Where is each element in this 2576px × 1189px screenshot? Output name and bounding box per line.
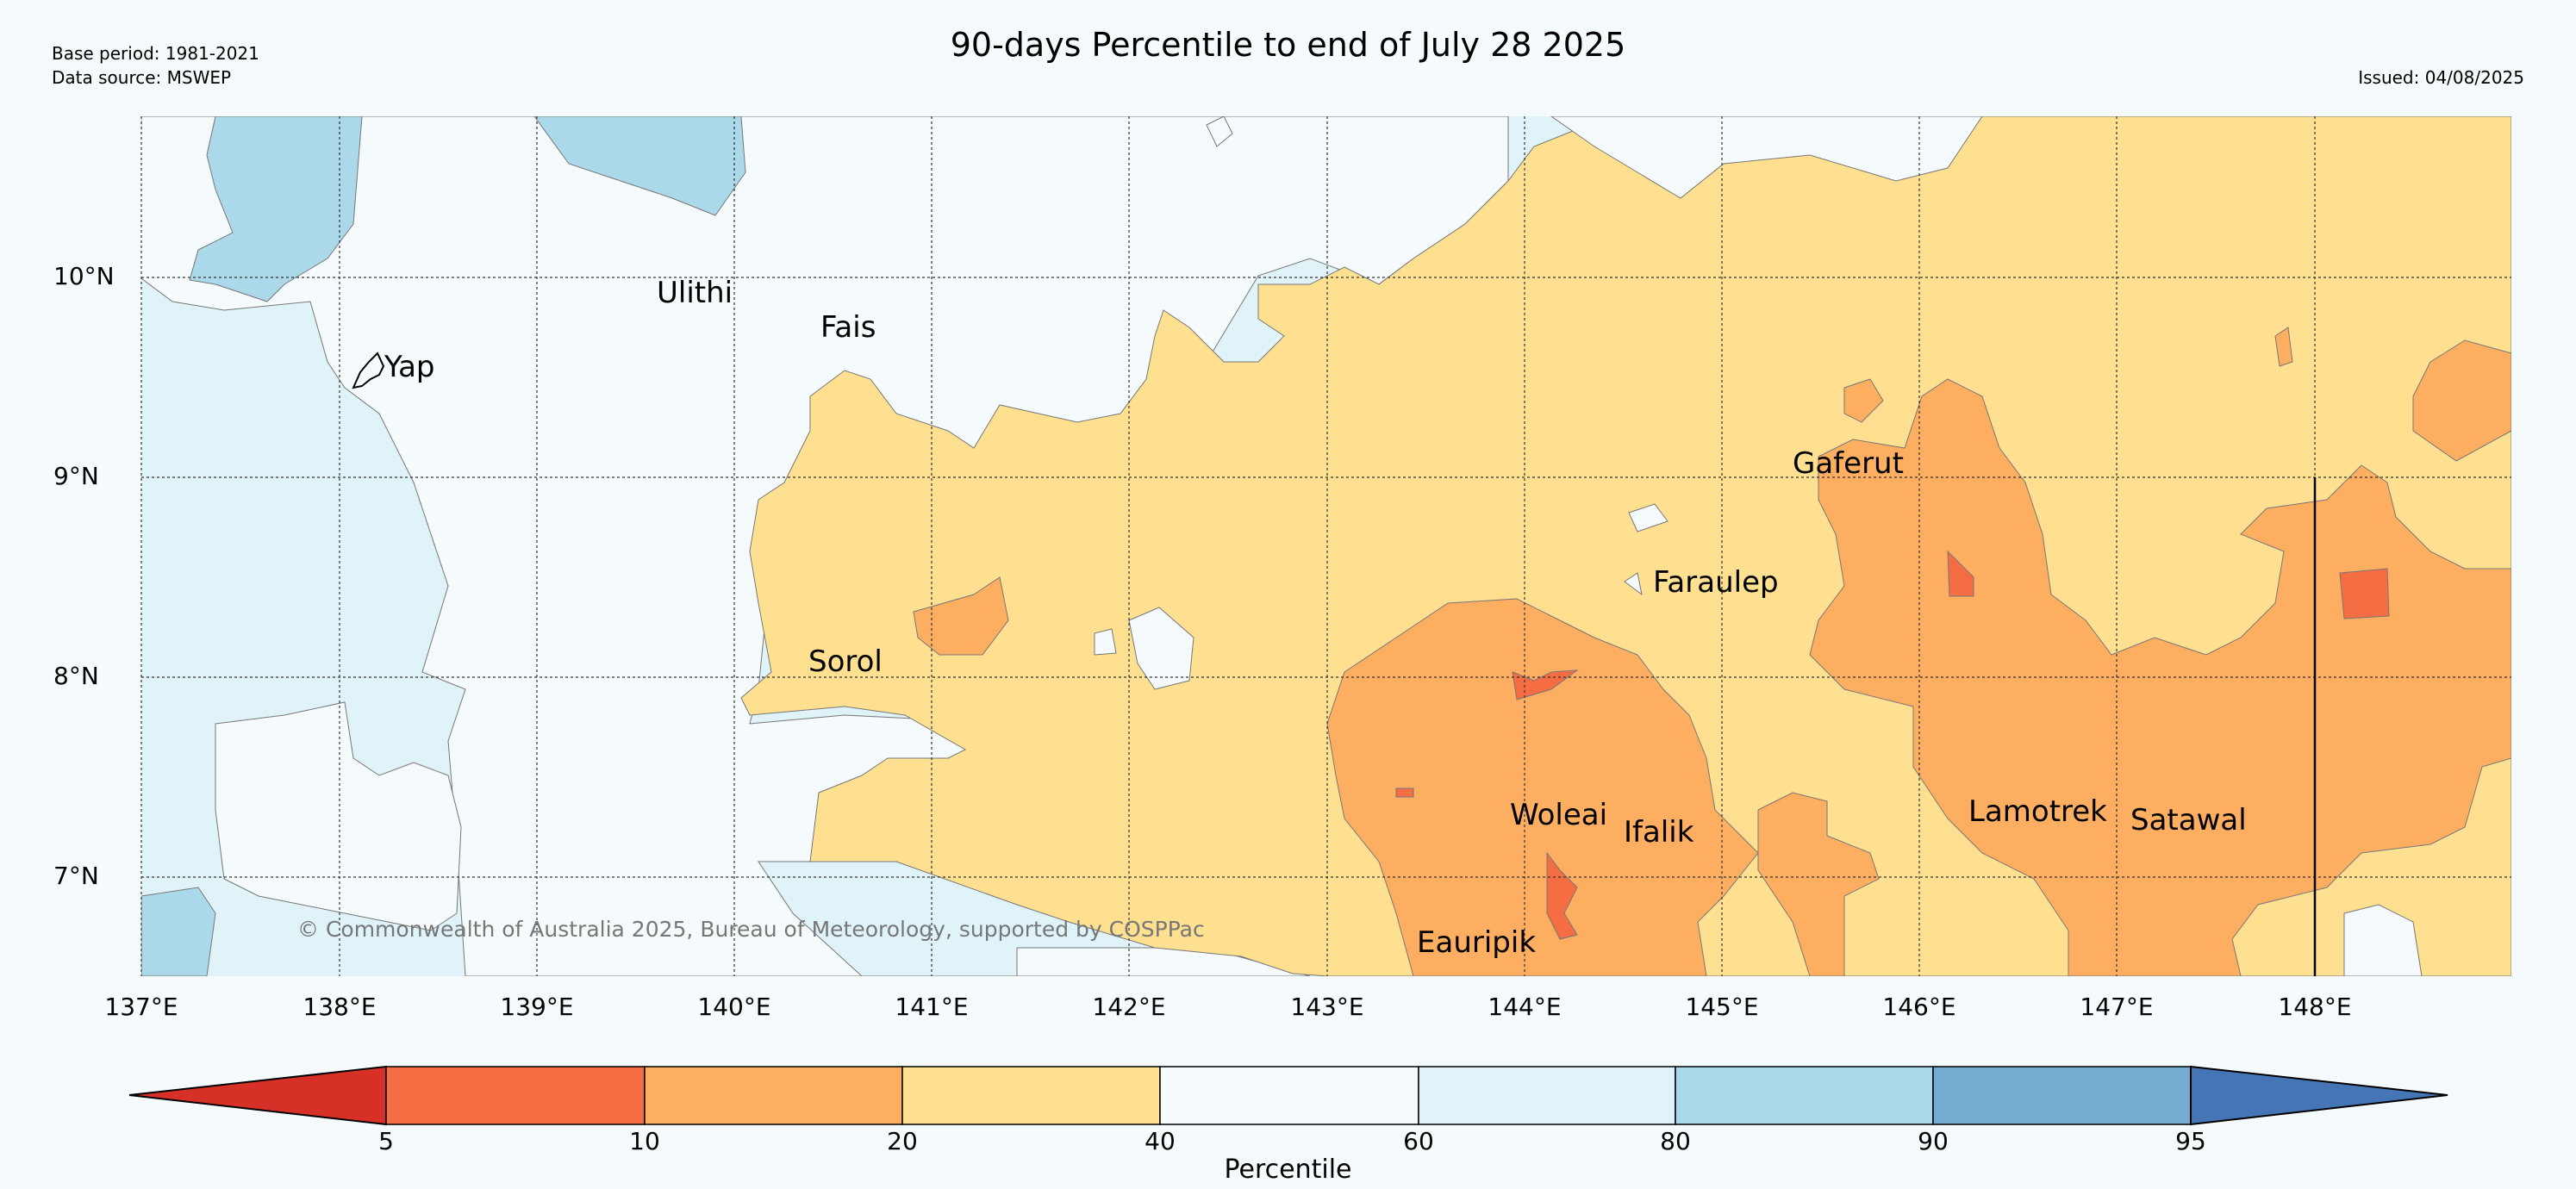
zone-10-20 xyxy=(2274,327,2293,367)
zone-10-20 xyxy=(1843,378,1884,423)
zone-80-90 xyxy=(533,116,746,216)
zone-40-60 xyxy=(1128,607,1194,690)
island-label-faraulep: Faraulep xyxy=(1653,565,1779,600)
island-label-lamotrek: Lamotrek xyxy=(1968,794,2107,829)
meta-info: Base period: 1981-2021 Data source: MSWE… xyxy=(52,41,259,90)
colorbar-tick-60: 60 xyxy=(1403,1127,1434,1155)
colorbar-segment-20-40 xyxy=(901,1066,1161,1125)
zone-10-20 xyxy=(1757,792,1880,976)
zone-40-60 xyxy=(1094,628,1117,656)
island-label-woleai: Woleai xyxy=(1510,798,1608,832)
island-label-ulithi: Ulithi xyxy=(657,276,733,310)
zone-5-10 xyxy=(1512,669,1579,700)
colorbar-tick-10: 10 xyxy=(629,1127,660,1155)
zone-80-90 xyxy=(189,116,363,302)
colorbar-extend-low xyxy=(128,1065,387,1126)
colorbar-segment-60-80 xyxy=(1418,1066,1676,1125)
data-source: Data source: MSWEP xyxy=(52,67,232,88)
colorbar-segment-40-60 xyxy=(1159,1066,1419,1125)
colorbar-tick-40: 40 xyxy=(1145,1127,1176,1155)
colorbar-tick-5: 5 xyxy=(378,1127,394,1155)
zone-10-20 xyxy=(1326,598,1759,976)
yap-island-shape xyxy=(352,352,385,389)
colorbar-segment-90-95 xyxy=(1932,1066,2192,1125)
colorbar-label: Percentile xyxy=(1224,1155,1352,1185)
page-title: 90-days Percentile to end of July 28 202… xyxy=(950,26,1626,64)
lat-label-10n: 10°N xyxy=(53,262,115,290)
lon-label-137e: 137°E xyxy=(104,993,178,1021)
zone-40-60 xyxy=(1550,116,1983,199)
zone-5-10 xyxy=(1546,851,1578,940)
zone-40-60 xyxy=(1624,572,1643,596)
lon-label-145e: 145°E xyxy=(1685,993,1759,1021)
lon-label-140e: 140°E xyxy=(697,993,771,1021)
copyright-notice: © Commonwealth of Australia 2025, Bureau… xyxy=(297,917,1205,942)
lat-label-7n: 7°N xyxy=(53,862,99,890)
zone-5-10 xyxy=(1947,550,1974,597)
issued-date: Issued: 04/08/2025 xyxy=(2358,67,2524,88)
zone-5-10 xyxy=(1395,787,1414,798)
zone-5-10 xyxy=(2339,568,2390,619)
zone-40-60 xyxy=(1628,503,1668,532)
colorbar-tick-80: 80 xyxy=(1660,1127,1691,1155)
island-label-fais: Fais xyxy=(820,310,876,345)
zone-40-60 xyxy=(215,701,462,931)
island-label-ifalik: Ifalik xyxy=(1624,815,1694,850)
colorbar-tick-90: 90 xyxy=(1918,1127,1949,1155)
island-label-sorol: Sorol xyxy=(808,644,883,679)
lat-label-8n: 8°N xyxy=(53,662,99,690)
graticule xyxy=(140,116,2511,976)
lon-label-142e: 142°E xyxy=(1092,993,1166,1021)
lon-label-141e: 141°E xyxy=(895,993,969,1021)
island-label-gaferut: Gaferut xyxy=(1793,446,1904,481)
zone-40-60 xyxy=(1206,116,1233,147)
zone-10-20 xyxy=(2412,339,2511,462)
island-label-yap: Yap xyxy=(384,350,435,384)
lon-label-144e: 144°E xyxy=(1488,993,1562,1021)
colorbar-segment-80-90 xyxy=(1675,1066,1934,1125)
colorbar-extend-high xyxy=(2190,1065,2448,1126)
lon-label-143e: 143°E xyxy=(1290,993,1364,1021)
island-label-satawal: Satawal xyxy=(2130,803,2247,837)
colorbar-segment-10-20 xyxy=(644,1066,903,1125)
zone-40-60 xyxy=(2343,904,2423,976)
base-period: Base period: 1981-2021 xyxy=(52,43,259,64)
colorbar-tick-95: 95 xyxy=(2175,1127,2206,1155)
colorbar-tick-20: 20 xyxy=(887,1127,918,1155)
lon-label-148e: 148°E xyxy=(2278,993,2352,1021)
island-label-eauripik: Eauripik xyxy=(1417,925,1537,960)
lon-label-139e: 139°E xyxy=(500,993,574,1021)
colorbar-segment-5-10 xyxy=(385,1066,646,1125)
lon-label-147e: 147°E xyxy=(2080,993,2154,1021)
zone-10-20 xyxy=(913,576,1009,656)
zone-80-90 xyxy=(141,887,216,976)
lon-label-146e: 146°E xyxy=(1882,993,1956,1021)
lat-label-9n: 9°N xyxy=(53,462,99,490)
lon-label-138e: 138°E xyxy=(303,993,377,1021)
